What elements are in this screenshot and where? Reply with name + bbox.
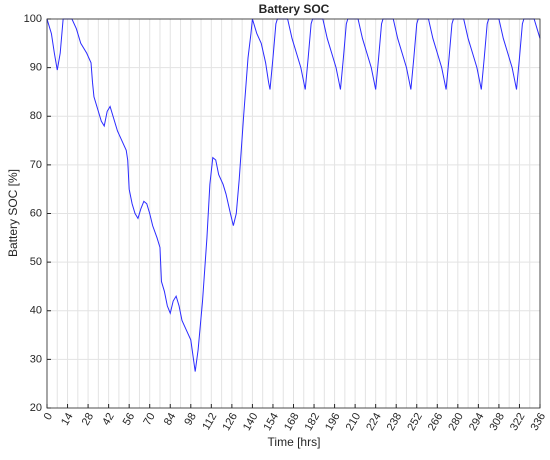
x-tick-label: 56 [121, 411, 138, 428]
y-tick-label: 100 [24, 13, 42, 25]
y-tick-label: 30 [30, 353, 42, 365]
x-tick-label: 98 [182, 411, 199, 428]
y-tick-label: 70 [30, 159, 42, 171]
x-tick-label: 70 [141, 411, 158, 428]
x-tick-label: 28 [80, 411, 97, 428]
y-tick-label: 90 [30, 62, 42, 74]
x-tick-label: 0 [42, 411, 55, 422]
data-line [46, 18, 541, 372]
y-tick-label: 80 [30, 110, 42, 122]
x-axis-label: Time [hrs] [268, 435, 321, 449]
y-tick-label: 40 [30, 305, 42, 317]
axes-box [46, 18, 541, 409]
chart-title: Battery SOC [259, 2, 330, 16]
y-tick-label: 50 [30, 256, 42, 268]
x-tick-label: 84 [162, 411, 179, 428]
x-tick-label: 42 [100, 411, 117, 428]
y-tick-label: 20 [30, 402, 42, 414]
x-tick-label: 14 [59, 411, 76, 428]
y-axis-label: Battery SOC [%] [6, 169, 20, 257]
y-tick-label: 60 [30, 207, 42, 219]
